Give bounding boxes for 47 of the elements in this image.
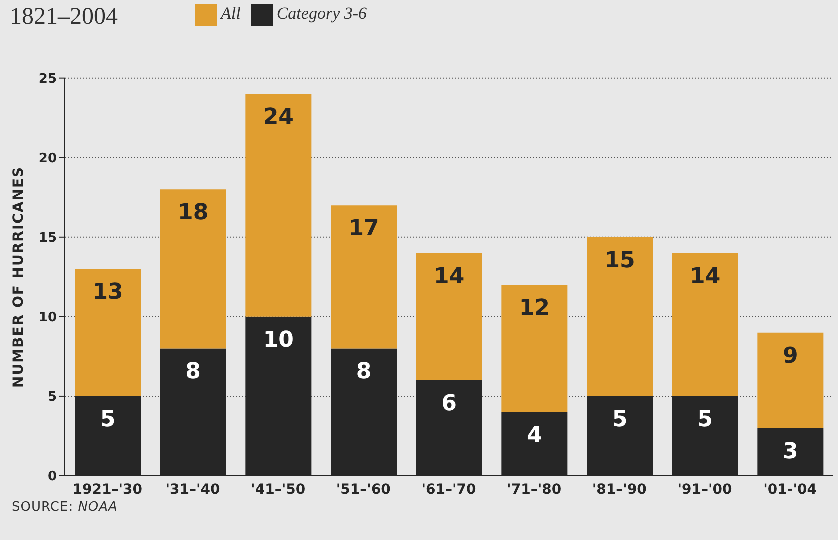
bar bbox=[758, 332, 824, 428]
y-tick-label: 15 bbox=[38, 231, 57, 246]
y-tick-label: 20 bbox=[38, 151, 57, 166]
data-label: 3 bbox=[783, 439, 798, 464]
bar bbox=[587, 237, 653, 396]
data-label: 4 bbox=[527, 423, 542, 448]
data-label: 6 bbox=[442, 392, 457, 417]
legend-label: All bbox=[221, 4, 241, 23]
bar bbox=[75, 269, 141, 396]
data-label: 10 bbox=[263, 328, 294, 353]
y-tick-label: 0 bbox=[48, 470, 57, 485]
x-tick-label: '01-'04 bbox=[764, 482, 818, 498]
total-label: 14 bbox=[690, 264, 721, 290]
bar bbox=[331, 206, 397, 349]
bar bbox=[246, 94, 312, 317]
data-label: 5 bbox=[698, 407, 713, 432]
source-note: SOURCE: NOAA bbox=[12, 500, 118, 515]
total-label: 12 bbox=[519, 296, 550, 322]
bar bbox=[672, 253, 738, 396]
x-tick-label: '71–'80 bbox=[507, 482, 562, 498]
total-label: 13 bbox=[92, 280, 124, 306]
y-tick-label: 5 bbox=[48, 390, 57, 406]
total-label: 17 bbox=[348, 216, 380, 242]
total-label: 9 bbox=[783, 344, 798, 369]
x-tick-label: '61–'70 bbox=[422, 482, 477, 498]
legend-label: Category 3-6 bbox=[276, 4, 368, 23]
bar bbox=[160, 190, 226, 349]
y-tick-label: 10 bbox=[38, 310, 57, 326]
total-label: 15 bbox=[604, 248, 636, 274]
chart-title: 1821–2004 bbox=[10, 4, 118, 31]
y-axis-title: NUMBER OF HURRICANES bbox=[10, 166, 27, 388]
x-tick-label: 1921–'30 bbox=[72, 482, 143, 498]
x-tick-label: '41–'50 bbox=[251, 482, 306, 498]
data-label: 5 bbox=[100, 407, 116, 432]
bar bbox=[416, 253, 482, 381]
data-label: 8 bbox=[186, 360, 201, 385]
y-tick-label: 25 bbox=[38, 72, 57, 87]
total-label: 14 bbox=[434, 264, 465, 290]
data-label: 5 bbox=[612, 407, 628, 432]
total-label: 18 bbox=[178, 200, 209, 226]
x-tick-label: '81–'90 bbox=[592, 482, 648, 498]
bar bbox=[502, 285, 568, 412]
data-label: 8 bbox=[356, 360, 372, 385]
x-tick-label: '51–'60 bbox=[336, 482, 392, 498]
x-tick-label: '31–'40 bbox=[166, 482, 221, 498]
total-label: 24 bbox=[263, 105, 294, 130]
x-tick-label: '91–'00 bbox=[678, 482, 733, 498]
